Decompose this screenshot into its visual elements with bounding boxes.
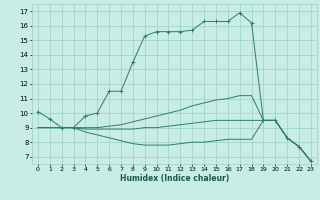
X-axis label: Humidex (Indice chaleur): Humidex (Indice chaleur) [120, 174, 229, 183]
